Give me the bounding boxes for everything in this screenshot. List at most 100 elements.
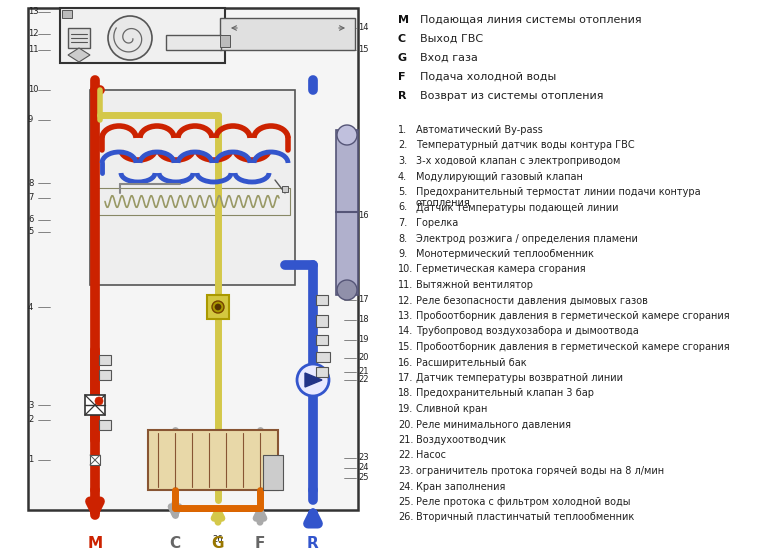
Text: 21: 21 bbox=[358, 367, 369, 377]
Text: Вход газа: Вход газа bbox=[420, 53, 478, 63]
Circle shape bbox=[215, 304, 221, 310]
Text: Монотермический теплообменник: Монотермический теплообменник bbox=[416, 249, 594, 259]
Text: 3.: 3. bbox=[398, 156, 407, 166]
Bar bbox=[95, 188, 290, 215]
Text: Предохранительный клапан 3 бар: Предохранительный клапан 3 бар bbox=[416, 388, 594, 399]
Circle shape bbox=[337, 280, 357, 300]
Text: 12: 12 bbox=[28, 30, 38, 38]
Bar bbox=[166, 35, 221, 50]
Text: R: R bbox=[307, 536, 319, 550]
Text: 16.: 16. bbox=[398, 358, 413, 367]
Bar bbox=[90, 455, 100, 465]
Text: 16: 16 bbox=[358, 211, 369, 219]
Circle shape bbox=[95, 397, 103, 405]
Text: Пробоотборник давления в герметической камере сгорания: Пробоотборник давления в герметической к… bbox=[416, 311, 730, 321]
Text: 3: 3 bbox=[28, 400, 33, 410]
Bar bbox=[62, 10, 72, 18]
Text: 22.: 22. bbox=[398, 450, 413, 460]
Text: 13.: 13. bbox=[398, 311, 413, 321]
Text: G: G bbox=[212, 536, 224, 550]
Bar bbox=[99, 370, 111, 380]
Text: 18: 18 bbox=[358, 316, 369, 324]
Text: 24.: 24. bbox=[398, 481, 413, 492]
Bar bbox=[263, 455, 283, 490]
Text: Возврат из системы отопления: Возврат из системы отопления bbox=[420, 91, 604, 101]
Bar bbox=[99, 420, 111, 430]
Bar bbox=[316, 315, 328, 327]
Text: 4.: 4. bbox=[398, 172, 407, 182]
Text: Датчик температуры возвратной линии: Датчик температуры возвратной линии bbox=[416, 373, 623, 383]
Text: 8: 8 bbox=[28, 179, 33, 188]
Text: Кран заполнения: Кран заполнения bbox=[416, 481, 505, 492]
Text: 25: 25 bbox=[358, 474, 369, 482]
Bar bbox=[336, 130, 358, 295]
Circle shape bbox=[337, 125, 357, 145]
Text: 2.: 2. bbox=[398, 140, 407, 151]
Text: Температурный датчик воды контура ГВС: Температурный датчик воды контура ГВС bbox=[416, 140, 634, 151]
Bar bbox=[220, 18, 355, 50]
Circle shape bbox=[108, 16, 152, 60]
Text: 12.: 12. bbox=[398, 295, 413, 305]
Text: 17.: 17. bbox=[398, 373, 413, 383]
Text: отопления: отопления bbox=[416, 198, 470, 208]
Circle shape bbox=[212, 301, 224, 313]
Text: 22: 22 bbox=[358, 376, 369, 384]
Text: 23: 23 bbox=[358, 454, 369, 463]
Text: Насос: Насос bbox=[416, 450, 446, 460]
Polygon shape bbox=[68, 48, 90, 62]
Text: Модулирующий газовый клапан: Модулирующий газовый клапан bbox=[416, 172, 583, 182]
Text: Воздухоотводчик: Воздухоотводчик bbox=[416, 435, 506, 445]
Text: 9.: 9. bbox=[398, 249, 407, 259]
Text: 10.: 10. bbox=[398, 265, 413, 274]
Text: 1: 1 bbox=[28, 455, 33, 465]
Text: 23.: 23. bbox=[398, 466, 413, 476]
Text: Выход ГВС: Выход ГВС bbox=[420, 34, 483, 44]
Bar bbox=[316, 367, 328, 377]
Text: M: M bbox=[88, 536, 102, 550]
Text: Вытяжной вентилятор: Вытяжной вентилятор bbox=[416, 280, 533, 290]
Text: F: F bbox=[255, 536, 265, 550]
Text: Подача холодной воды: Подача холодной воды bbox=[420, 72, 556, 82]
Text: Реле безопасности давления дымовых газов: Реле безопасности давления дымовых газов bbox=[416, 295, 648, 305]
Text: Датчик температуры подающей линии: Датчик температуры подающей линии bbox=[416, 202, 618, 212]
Text: Трубопровод воздухозабора и дымоотвода: Трубопровод воздухозабора и дымоотвода bbox=[416, 327, 639, 337]
Text: 4: 4 bbox=[28, 302, 33, 311]
Text: 20: 20 bbox=[358, 354, 369, 362]
Text: F: F bbox=[398, 72, 406, 82]
Text: Предохранительный термостат линии подачи контура: Предохранительный термостат линии подачи… bbox=[416, 187, 701, 197]
Text: 26: 26 bbox=[213, 536, 223, 544]
Text: 6: 6 bbox=[28, 216, 33, 224]
Text: 25.: 25. bbox=[398, 497, 413, 507]
Text: Реле протока с фильтром холодной воды: Реле протока с фильтром холодной воды bbox=[416, 497, 631, 507]
Text: Подающая линия системы отопления: Подающая линия системы отопления bbox=[420, 15, 641, 25]
Text: 19.: 19. bbox=[398, 404, 413, 414]
Text: G: G bbox=[398, 53, 407, 63]
Text: 6.: 6. bbox=[398, 202, 407, 212]
Text: C: C bbox=[169, 536, 180, 550]
Text: 1.: 1. bbox=[398, 125, 407, 135]
Text: 5: 5 bbox=[28, 228, 33, 236]
Text: 17: 17 bbox=[358, 295, 369, 305]
Text: 11.: 11. bbox=[398, 280, 413, 290]
Text: ограничитель протока горячей воды на 8 л/мин: ограничитель протока горячей воды на 8 л… bbox=[416, 466, 664, 476]
Bar bbox=[316, 335, 328, 345]
Text: R: R bbox=[398, 91, 407, 101]
Text: 9: 9 bbox=[28, 116, 33, 124]
Text: 10: 10 bbox=[28, 85, 38, 95]
Text: Расширительный бак: Расширительный бак bbox=[416, 358, 527, 367]
Text: 26.: 26. bbox=[398, 513, 413, 522]
Text: 2: 2 bbox=[28, 415, 33, 425]
Text: 8.: 8. bbox=[398, 234, 407, 244]
Text: 11: 11 bbox=[28, 46, 38, 54]
Text: Вторичный пластинчатый теплообменник: Вторичный пластинчатый теплообменник bbox=[416, 513, 634, 522]
Text: 7: 7 bbox=[28, 194, 33, 202]
Text: 15: 15 bbox=[358, 46, 369, 54]
Text: 18.: 18. bbox=[398, 388, 413, 399]
Text: 14: 14 bbox=[358, 24, 369, 32]
Text: M: M bbox=[398, 15, 409, 25]
Text: Автоматический By-pass: Автоматический By-pass bbox=[416, 125, 543, 135]
Text: Электрод розжига / определения пламени: Электрод розжига / определения пламени bbox=[416, 234, 638, 244]
Text: 14.: 14. bbox=[398, 327, 413, 337]
Bar bbox=[316, 352, 330, 362]
Bar bbox=[148, 430, 278, 490]
